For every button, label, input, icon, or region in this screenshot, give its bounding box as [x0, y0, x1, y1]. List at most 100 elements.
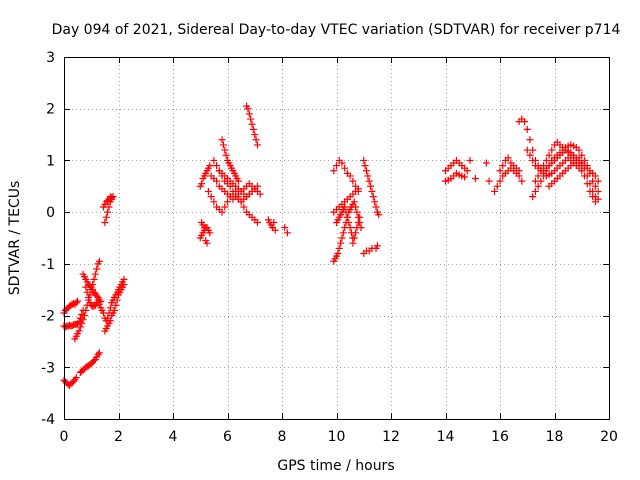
y-tick-label: 1 [46, 153, 55, 169]
data-point [248, 120, 256, 128]
data-point [368, 187, 376, 195]
data-point [339, 229, 347, 237]
data-point [90, 357, 98, 365]
data-point [349, 239, 357, 247]
data-point [515, 172, 523, 180]
data-point [353, 224, 361, 232]
data-point [72, 299, 80, 307]
data-point [545, 151, 553, 159]
data-point [367, 182, 375, 190]
x-tick-label: 4 [169, 429, 178, 445]
data-point [218, 208, 226, 216]
data-point [461, 173, 469, 181]
x-axis-label: GPS time / hours [277, 458, 394, 474]
data-point [360, 156, 368, 164]
data-point [240, 203, 248, 211]
data-point [575, 146, 583, 154]
data-point [534, 172, 542, 180]
data-point [548, 146, 556, 154]
data-point [529, 156, 537, 164]
data-point [352, 203, 360, 211]
data-point [591, 172, 599, 180]
data-point [91, 270, 99, 278]
data-point [219, 141, 227, 149]
data-point [93, 265, 101, 273]
data-point [251, 131, 259, 139]
x-tick-label: 20 [600, 429, 618, 445]
grid-lines [64, 57, 609, 419]
data-point [252, 136, 260, 144]
x-tick-label: 0 [60, 429, 69, 445]
data-point [542, 156, 550, 164]
data-point [70, 377, 78, 385]
data-point [338, 159, 346, 167]
y-tick-label: -2 [41, 309, 55, 325]
data-point [496, 177, 504, 185]
data-point [113, 296, 121, 304]
data-point [531, 177, 539, 185]
data-point [253, 218, 261, 226]
x-tick-label: 14 [437, 429, 455, 445]
data-point [95, 349, 103, 357]
y-axis-label: SDTVAR / TECUs [7, 181, 23, 296]
data-point [210, 198, 218, 206]
data-point [369, 193, 377, 201]
data-point [101, 218, 109, 226]
data-point [335, 244, 343, 252]
data-point [229, 187, 237, 195]
y-tick-label: -3 [41, 360, 55, 376]
data-point [337, 239, 345, 247]
data-point [364, 172, 372, 180]
data-point [245, 110, 253, 118]
data-point [466, 156, 474, 164]
data-point [283, 229, 291, 237]
data-point [80, 312, 88, 320]
data-point [79, 316, 87, 324]
data-point [333, 162, 340, 170]
data-point [106, 304, 114, 312]
data-point [221, 146, 229, 154]
x-tick-label: 2 [114, 429, 123, 445]
data-point [349, 177, 357, 185]
data-point [76, 323, 84, 331]
data-point [94, 296, 102, 304]
data-point [270, 218, 278, 226]
data-point [346, 172, 354, 180]
data-point [206, 229, 214, 237]
data-point [93, 292, 101, 300]
data-point [578, 159, 586, 167]
data-point [95, 300, 103, 308]
data-point [108, 194, 116, 202]
y-tick-label: 2 [46, 102, 55, 118]
data-point [106, 317, 114, 325]
data-point [594, 195, 602, 203]
x-tick-label: 6 [223, 429, 232, 445]
chart-title: Day 094 of 2021, Sidereal Day-to-day VTE… [52, 22, 621, 38]
data-point [224, 198, 231, 206]
data-point [361, 162, 369, 170]
data-point [493, 182, 501, 190]
data-point [334, 250, 342, 258]
data-point [200, 224, 208, 232]
data-point [371, 198, 379, 206]
y-tick-label: 3 [46, 50, 55, 66]
data-point [575, 154, 583, 162]
data-point [210, 156, 218, 164]
data-point [531, 187, 539, 195]
data-point [586, 180, 594, 188]
data-point [206, 162, 214, 170]
data-points [60, 102, 602, 389]
data-point [222, 151, 230, 159]
data-point [253, 141, 261, 149]
data-point [75, 327, 83, 335]
data-point [356, 213, 364, 221]
data-point [253, 182, 261, 190]
data-point [207, 193, 215, 201]
data-point [372, 203, 380, 211]
x-tick-label: 18 [546, 429, 564, 445]
data-point [342, 208, 350, 216]
data-point [591, 182, 599, 190]
data-point [86, 282, 94, 290]
data-point [338, 234, 346, 242]
